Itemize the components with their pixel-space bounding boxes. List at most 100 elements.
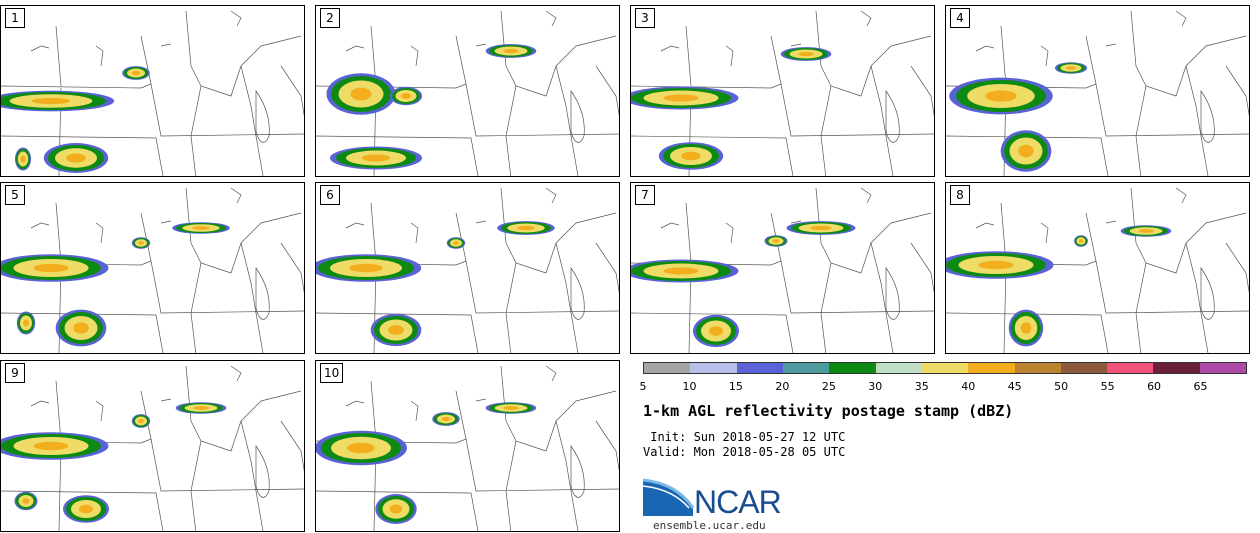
radar-echo (1020, 322, 1032, 334)
colorbar-tick-label: 50 (1054, 380, 1069, 393)
radar-echo (33, 263, 69, 273)
init-time: Init: Sun 2018-05-27 12 UTC (643, 430, 846, 444)
map-svg (631, 187, 934, 353)
colorbar-segment (1107, 363, 1154, 373)
radar-echo (138, 241, 144, 245)
postage-stamp-panel: 3 (630, 5, 935, 177)
ncar-logo-text: NCAR (694, 484, 782, 520)
map-svg (1, 10, 304, 176)
colorbar-segment (921, 363, 969, 373)
radar-echo (978, 260, 1014, 270)
radar-echo (517, 225, 535, 231)
radar-echo (388, 325, 404, 335)
ncar-logo-icon (643, 478, 695, 516)
radar-echo (1078, 239, 1084, 243)
radar-echo (709, 326, 723, 336)
figure-title: 1-km AGL reflectivity postage stamp (dBZ… (643, 402, 1014, 420)
colorbar-segment (1014, 363, 1061, 373)
radar-echo (663, 267, 699, 275)
radar-echo (681, 151, 701, 161)
radar-echo (1138, 229, 1154, 233)
colorbar-tick-label: 20 (775, 380, 790, 393)
postage-stamp-panel: 2 (315, 5, 620, 177)
colorbar-tick-label: 10 (682, 380, 697, 393)
radar-echo (1066, 66, 1076, 70)
radar-echo (810, 225, 832, 231)
postage-stamp-panel: 5 (0, 182, 305, 354)
radar-echo (192, 226, 210, 230)
reflectivity-colorbar (643, 362, 1247, 374)
radar-echo (772, 239, 780, 243)
colorbar-segment (875, 363, 922, 373)
colorbar-segment (1060, 363, 1108, 373)
colorbar-tick-label: 30 (868, 380, 883, 393)
colorbar-tick-label: 40 (961, 380, 976, 393)
radar-echo (441, 416, 451, 422)
radar-echo (79, 504, 93, 514)
postage-stamp-panel: 7 (630, 182, 935, 354)
radar-echo (347, 442, 375, 454)
colorbar-segment (782, 363, 830, 373)
valid-time: Valid: Mon 2018-05-28 05 UTC (643, 445, 846, 459)
map-svg (316, 10, 619, 176)
map-svg (946, 187, 1249, 353)
radar-echo (985, 90, 1017, 102)
radar-echo (401, 93, 411, 99)
colorbar-tick-label: 55 (1100, 380, 1115, 393)
postage-stamp-panel: 1 (0, 5, 305, 177)
postage-stamp-panel: 9 (0, 360, 305, 532)
postage-stamp-panel: 10 (315, 360, 620, 532)
map-svg (1, 187, 304, 353)
radar-echo (31, 97, 71, 105)
panel-number-label: 1 (5, 8, 25, 28)
map-svg (631, 10, 934, 176)
panel-number-label: 2 (320, 8, 340, 28)
colorbar-segment (1153, 363, 1200, 373)
colorbar-segment (690, 363, 737, 373)
colorbar-tick-label: 15 (728, 380, 743, 393)
postage-stamp-panel: 6 (315, 182, 620, 354)
radar-echo (33, 441, 69, 451)
radar-echo (138, 418, 144, 424)
map-svg (316, 187, 619, 353)
colorbar-segment (829, 363, 876, 373)
postage-stamp-panel: 4 (945, 5, 1250, 177)
panel-number-label: 4 (950, 8, 970, 28)
panel-number-label: 9 (5, 363, 25, 383)
panel-number-label: 6 (320, 185, 340, 205)
map-svg (1, 365, 304, 531)
colorbar-segment (968, 363, 1015, 373)
radar-echo (193, 406, 209, 410)
radar-echo (389, 504, 403, 514)
panel-number-label: 10 (320, 363, 344, 383)
radar-echo (503, 48, 519, 54)
panel-number-label: 8 (950, 185, 970, 205)
radar-echo (453, 241, 459, 245)
radar-echo (131, 70, 141, 76)
colorbar-tick-label: 60 (1147, 380, 1162, 393)
colorbar-tick-label: 5 (639, 380, 647, 393)
postage-stamp-panel: 8 (945, 182, 1250, 354)
colorbar-tick-label: 35 (914, 380, 929, 393)
radar-echo (66, 153, 86, 163)
colorbar-tick-label: 25 (821, 380, 836, 393)
radar-echo (503, 406, 519, 410)
colorbar-segment (1199, 363, 1247, 373)
colorbar-tick-label: 65 (1193, 380, 1208, 393)
radar-echo (20, 155, 26, 163)
colorbar-segment (736, 363, 783, 373)
radar-echo (1018, 144, 1034, 158)
colorbar-tick-label: 45 (1007, 380, 1022, 393)
ensemble-url: ensemble.ucar.edu (653, 519, 766, 532)
map-svg (946, 10, 1249, 176)
radar-echo (798, 51, 814, 57)
panel-number-label: 7 (635, 185, 655, 205)
radar-echo (23, 319, 29, 327)
radar-echo (73, 322, 89, 334)
radar-echo (22, 498, 30, 504)
colorbar-segment (644, 363, 691, 373)
radar-echo (350, 87, 372, 101)
panel-number-label: 3 (635, 8, 655, 28)
map-svg (316, 365, 619, 531)
radar-echo (663, 94, 699, 102)
